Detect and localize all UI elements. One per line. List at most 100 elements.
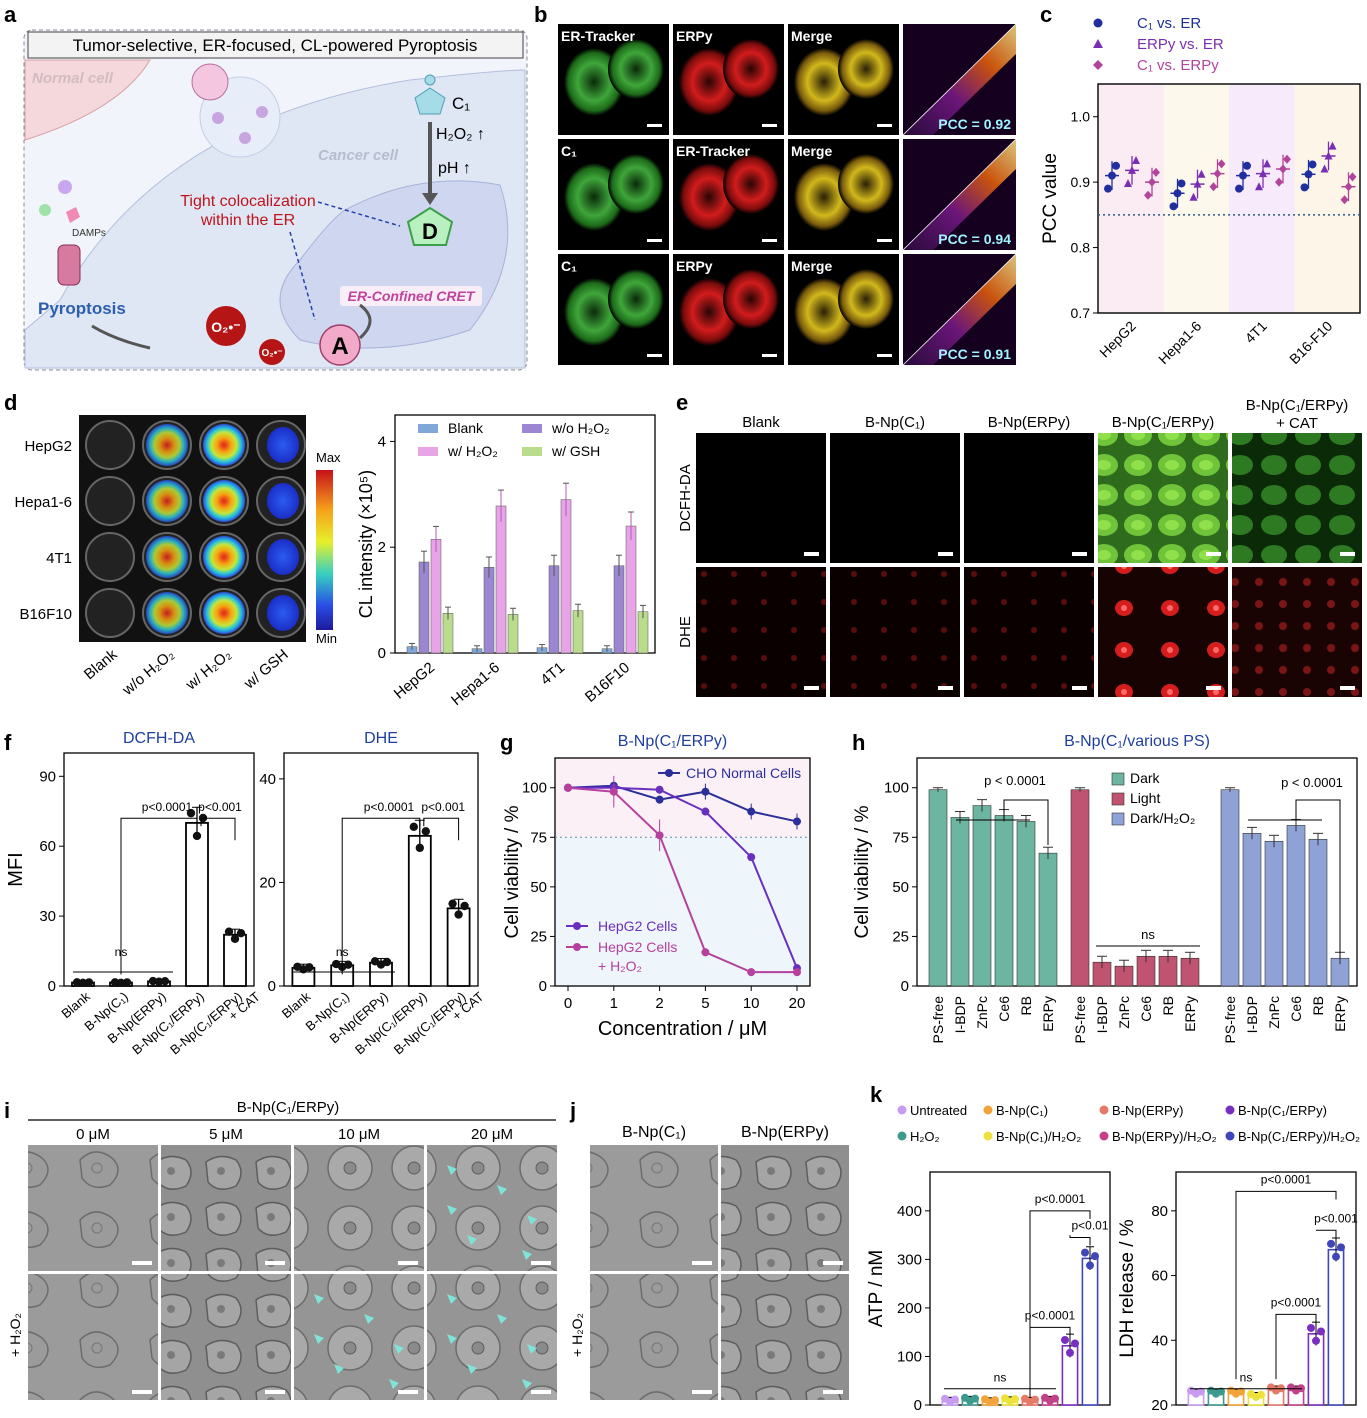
legend-marker bbox=[573, 922, 581, 930]
data-point bbox=[409, 822, 418, 832]
micrograph-tile bbox=[28, 1145, 158, 1271]
data-point bbox=[1132, 156, 1140, 165]
channel-label: ERPy bbox=[676, 258, 713, 274]
data-point bbox=[1235, 184, 1243, 193]
intensity-scale-bar bbox=[316, 470, 333, 630]
significance-label: p<0.01 bbox=[1071, 1219, 1108, 1233]
column-label: B-Np(C₁) bbox=[865, 414, 925, 431]
series-line bbox=[567, 784, 798, 823]
luminescence-signal bbox=[203, 480, 245, 522]
cancer-cell-label: Cancer cell bbox=[318, 147, 399, 164]
y-tick-label: 0 bbox=[378, 645, 386, 662]
nanoparticle-icon bbox=[191, 63, 229, 101]
data-point bbox=[1152, 167, 1160, 177]
x-tick-label: HepG2 bbox=[1096, 318, 1139, 361]
panel-letter-e: e bbox=[676, 390, 688, 415]
x-tick-label: ERPy bbox=[1040, 996, 1056, 1032]
y-tick-label: 1.0 bbox=[1071, 109, 1091, 125]
data-point bbox=[1011, 1395, 1019, 1404]
data-point bbox=[1144, 190, 1152, 200]
gasdermin-pore-icon bbox=[57, 244, 81, 286]
data-point bbox=[971, 1394, 979, 1403]
x-tick-label: Hepa1-6 bbox=[448, 659, 503, 709]
x-tick-label: Ce6 bbox=[996, 996, 1012, 1022]
scale-bar bbox=[398, 1261, 418, 1265]
luminescence-signal bbox=[146, 424, 188, 466]
data-point bbox=[1317, 1327, 1325, 1336]
x-tick-label: Hepa1-6 bbox=[1155, 318, 1204, 367]
data-point bbox=[186, 808, 196, 818]
cell-arrow-icon bbox=[394, 1344, 404, 1354]
cell-arrow-icon bbox=[447, 1294, 457, 1304]
bar bbox=[548, 565, 560, 654]
data-point bbox=[1112, 161, 1120, 170]
data-point bbox=[154, 977, 164, 986]
legend-marker bbox=[897, 1105, 907, 1115]
legend-label: Blank bbox=[448, 420, 484, 436]
bar bbox=[625, 525, 637, 654]
panel-i: i B-Np(C₁/ERPy) 0 μM 5 μM 10 μM 20 μM + H₂O… bbox=[4, 1098, 557, 1400]
bar bbox=[1242, 833, 1262, 987]
bar bbox=[1327, 1248, 1345, 1406]
luminescence-signal bbox=[267, 483, 299, 519]
y-tick-label: 0 bbox=[48, 978, 56, 995]
data-point bbox=[1348, 172, 1357, 182]
row-label: HepG2 bbox=[24, 438, 72, 455]
legend-marker bbox=[1093, 39, 1103, 48]
pyroptosis-arrow bbox=[91, 324, 151, 350]
y-tick-label: 0 bbox=[901, 978, 909, 995]
nanoparticle-small-icon bbox=[212, 112, 224, 124]
legend-marker bbox=[573, 943, 581, 951]
y-tick-label: 100 bbox=[522, 780, 547, 797]
x-tick-label: I-BDP bbox=[1094, 996, 1110, 1033]
y-tick-label: 300 bbox=[897, 1251, 922, 1268]
cell-fluorescence bbox=[608, 269, 664, 329]
channel-label: C₁ bbox=[561, 143, 577, 159]
y-tick-label: 20 bbox=[259, 874, 276, 891]
normal-cell-label: Normal cell bbox=[32, 70, 114, 87]
y-tick-label: 25 bbox=[530, 928, 547, 945]
data-point bbox=[1327, 1239, 1335, 1248]
cell-arrow-icon bbox=[522, 1250, 532, 1260]
damps-label: DAMPs bbox=[72, 228, 106, 239]
data-point bbox=[655, 795, 664, 804]
data-point bbox=[701, 787, 710, 796]
data-point bbox=[1217, 1387, 1225, 1396]
cell-fluorescence bbox=[723, 269, 779, 329]
scale-bar bbox=[531, 1261, 551, 1265]
y-tick-label: 40 bbox=[1151, 1332, 1168, 1349]
panel-letter-i: i bbox=[4, 1098, 10, 1123]
y-tick-label: 25 bbox=[892, 928, 909, 945]
legend-marker bbox=[897, 1131, 907, 1141]
bar bbox=[1308, 838, 1328, 987]
diagonal-line bbox=[902, 253, 1017, 366]
cell-arrow-icon bbox=[447, 1205, 457, 1215]
cell-arrow-icon bbox=[447, 1334, 457, 1344]
bar bbox=[1038, 852, 1058, 987]
significance-label: p<0.0001 bbox=[364, 800, 415, 814]
data-point bbox=[1307, 1323, 1315, 1332]
y-tick-label: 400 bbox=[897, 1203, 922, 1220]
data-point bbox=[1108, 171, 1116, 180]
data-point bbox=[1308, 160, 1317, 169]
data-point bbox=[1031, 1395, 1039, 1404]
column-label: + CAT bbox=[1276, 415, 1318, 432]
panel-letter-k: k bbox=[870, 1082, 883, 1107]
channel-label: C₁ bbox=[561, 258, 577, 274]
significance-bracket bbox=[1316, 1229, 1337, 1239]
significance-bracket bbox=[1275, 1313, 1317, 1380]
scale-bar bbox=[1340, 552, 1355, 556]
row-label: DHE bbox=[677, 616, 694, 648]
bar bbox=[1070, 789, 1090, 987]
cell-arrow-icon bbox=[447, 1165, 457, 1175]
cell-arrow-icon bbox=[527, 1215, 537, 1225]
x-tick-label: 0 bbox=[564, 995, 572, 1012]
significance-bracket bbox=[1069, 1235, 1091, 1246]
micrograph-tile bbox=[1232, 433, 1362, 563]
y-tick-label: 40 bbox=[259, 771, 276, 788]
scale-bar bbox=[265, 1261, 285, 1265]
data-point bbox=[224, 927, 234, 936]
data-point bbox=[1189, 192, 1198, 201]
micrograph-tile bbox=[964, 567, 1094, 697]
data-point bbox=[1257, 1390, 1265, 1399]
